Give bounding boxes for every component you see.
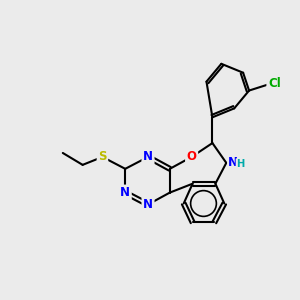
Text: N: N: [120, 186, 130, 199]
Text: O: O: [187, 150, 196, 164]
Text: Cl: Cl: [268, 77, 280, 90]
Text: N: N: [228, 156, 238, 170]
Text: N: N: [143, 198, 153, 211]
Text: N: N: [143, 150, 153, 164]
Text: H: H: [236, 159, 244, 169]
Text: S: S: [98, 150, 107, 164]
